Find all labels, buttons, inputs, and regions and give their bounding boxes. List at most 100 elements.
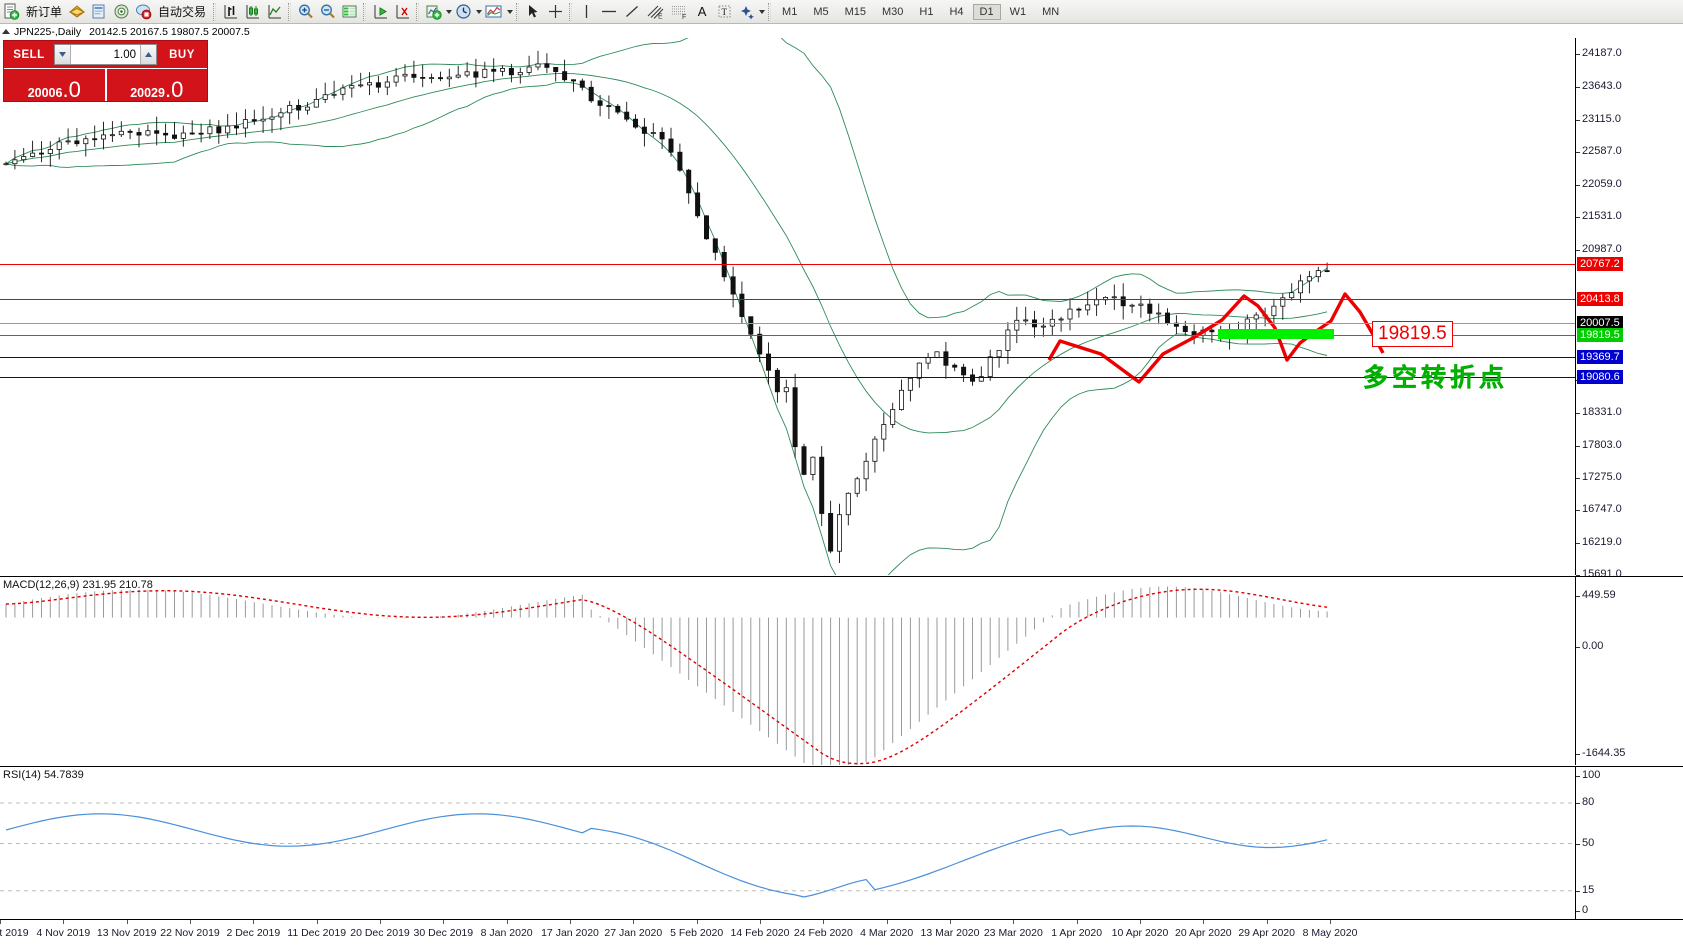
chevron-down-icon[interactable] <box>446 9 453 14</box>
price-callout-label[interactable]: 19819.5 <box>1372 321 1453 347</box>
timeframe-button-mn[interactable]: MN <box>1042 5 1060 18</box>
add-indicator-icon[interactable] <box>422 1 444 23</box>
macd-tick: -1644.35 <box>1575 747 1626 759</box>
macd-plot[interactable]: MACD(12,26,9) 231.95 210.78 <box>0 577 1683 765</box>
timeframe-button-h4[interactable]: H4 <box>949 5 964 18</box>
date-tick-mark <box>190 920 191 924</box>
price-level-label-support[interactable]: 19080.6 <box>1577 370 1623 384</box>
zoom-out-icon[interactable] <box>316 1 338 23</box>
new-order-label[interactable]: 新订单 <box>26 5 63 19</box>
timeframe-button-d1[interactable]: D1 <box>972 3 1001 20</box>
support-zone-rectangle[interactable] <box>1218 329 1334 339</box>
price-tick: 23643.0 <box>1576 80 1622 93</box>
date-tick-label: 13 Nov 2019 <box>96 927 157 939</box>
level-line-20767[interactable] <box>0 264 1575 265</box>
timeframe-button-m30[interactable]: M30 <box>882 5 904 18</box>
rsi-plot[interactable]: RSI(14) 54.7839 <box>0 767 1683 919</box>
level-line-20413[interactable] <box>0 299 1575 300</box>
chevron-down-icon[interactable] <box>759 9 766 14</box>
crosshair-tool-icon[interactable] <box>544 1 566 23</box>
volume-stepper[interactable]: 1.00 <box>54 44 157 65</box>
one-click-trading-panel[interactable]: SELL 1.00 BUY 20006 .0 20029 .0 <box>3 40 208 102</box>
auto-scroll-icon[interactable] <box>391 1 413 23</box>
date-tick-mark <box>126 920 128 924</box>
date-tick-mark <box>380 920 381 924</box>
macd-pane[interactable]: MACD(12,26,9) 231.95 210.78 449.59 0.00 -1… <box>0 576 1683 765</box>
symbol-name: JPN225-,Daily <box>14 25 82 38</box>
sell-price[interactable]: 20006 .0 <box>4 68 105 101</box>
rsi-tick: 50 <box>1575 836 1595 849</box>
date-tick-label: 14 Feb 2020 <box>730 927 790 939</box>
level-line-19080[interactable] <box>0 377 1575 378</box>
buy-price[interactable]: 20029 .0 <box>106 68 207 101</box>
date-tick-mark <box>1140 920 1141 924</box>
equidistant-channel-tool-icon[interactable]: E <box>643 1 667 23</box>
date-tick-mark <box>696 920 698 924</box>
macd-series <box>5 586 1328 765</box>
timeframe-button-w1[interactable]: W1 <box>1009 5 1027 18</box>
expert-advisor-icon[interactable] <box>66 1 88 23</box>
price-axis[interactable]: 24187.0 23643.0 23115.0 22587.0 22059.0 21531… <box>1575 38 1683 580</box>
bar-chart-icon[interactable] <box>219 1 241 23</box>
fibonacci-tool-icon[interactable]: F <box>667 1 691 23</box>
horizontal-line-tool-icon[interactable] <box>597 1 621 23</box>
date-tick-label: 20 Dec 2019 <box>350 927 410 939</box>
autotrading-label[interactable]: 自动交易 <box>158 5 207 19</box>
trade-panel-prices: 20006 .0 20029 .0 <box>4 68 207 101</box>
text-label-tool-icon[interactable]: T <box>713 1 735 23</box>
level-line-19819[interactable] <box>0 335 1575 336</box>
zoom-in-icon[interactable] <box>294 1 316 23</box>
price-level-label-support[interactable]: 19369.7 <box>1577 350 1623 364</box>
timeframe-button-m5[interactable]: M5 <box>813 5 829 18</box>
date-tick-label: 2 Dec 2019 <box>226 927 281 939</box>
timeframe-button-h1[interactable]: H1 <box>919 5 934 18</box>
volume-decrease-button[interactable] <box>55 45 71 64</box>
date-tick-label: 20 Apr 2020 <box>1175 927 1232 939</box>
chevron-down-icon[interactable] <box>507 9 514 14</box>
date-tick-label: 4 Nov 2019 <box>36 927 91 939</box>
data-window-icon[interactable] <box>338 1 360 23</box>
rsi-axis[interactable]: 100 80 50 15 0 <box>1575 767 1683 919</box>
price-level-label-resistance[interactable]: 20767.2 <box>1577 257 1623 271</box>
period-clock-icon[interactable] <box>452 1 474 23</box>
chart-shift-icon[interactable] <box>369 1 391 23</box>
price-tick: 20987.0 <box>1576 243 1622 256</box>
rsi-pane[interactable]: RSI(14) 54.7839 100 80 50 15 0 <box>0 766 1683 919</box>
chinese-annotation-text[interactable]: 多空转折点 <box>1363 365 1509 392</box>
chevron-down-icon[interactable] <box>476 9 483 14</box>
candlestick-chart-icon[interactable] <box>241 1 263 23</box>
volume-increase-button[interactable] <box>140 45 156 64</box>
sell-button[interactable]: SELL <box>13 48 45 61</box>
chart-area[interactable]: 19819.5 多空转折点 24187.0 23643.0 23115.0 22587… <box>0 38 1683 947</box>
volume-value[interactable]: 1.00 <box>113 48 136 61</box>
price-level-label-support[interactable]: 19819.5 <box>1577 328 1623 342</box>
arrows-tool-icon[interactable] <box>735 1 757 23</box>
timeframe-button-m1[interactable]: M1 <box>782 5 798 18</box>
text-tool-icon[interactable]: A <box>691 1 713 23</box>
price-tick: 24187.0 <box>1576 47 1622 60</box>
toolbar-separator <box>363 2 367 21</box>
collapse-triangle-icon[interactable] <box>2 29 10 34</box>
navigator-icon[interactable] <box>110 1 132 23</box>
price-plot[interactable]: 19819.5 多空转折点 <box>0 38 1683 575</box>
price-level-label-last-price[interactable]: 20007.5 <box>1577 316 1623 330</box>
level-line-19369[interactable] <box>0 357 1575 358</box>
rsi-series <box>0 802 1575 898</box>
rsi-tick: 0 <box>1575 904 1589 916</box>
trendline-tool-icon[interactable] <box>621 1 643 23</box>
autotrading-icon[interactable] <box>132 1 154 23</box>
price-level-label-resistance[interactable]: 20413.8 <box>1577 292 1623 306</box>
price-tick: 17803.0 <box>1576 438 1622 451</box>
new-order-icon[interactable] <box>0 1 22 23</box>
macd-axis[interactable]: 449.59 0.00 -1644.35 <box>1575 577 1683 765</box>
timeframe-button-m15[interactable]: M15 <box>844 5 866 18</box>
market-watch-icon[interactable] <box>88 1 110 23</box>
price-pane[interactable]: 19819.5 多空转折点 24187.0 23643.0 23115.0 22587… <box>0 38 1683 580</box>
date-tick-mark <box>1330 920 1331 924</box>
templates-icon[interactable] <box>482 1 505 23</box>
buy-button[interactable]: BUY <box>169 48 195 61</box>
vertical-line-tool-icon[interactable] <box>575 1 597 23</box>
line-chart-icon[interactable] <box>263 1 285 23</box>
cursor-tool-icon[interactable] <box>522 1 544 23</box>
